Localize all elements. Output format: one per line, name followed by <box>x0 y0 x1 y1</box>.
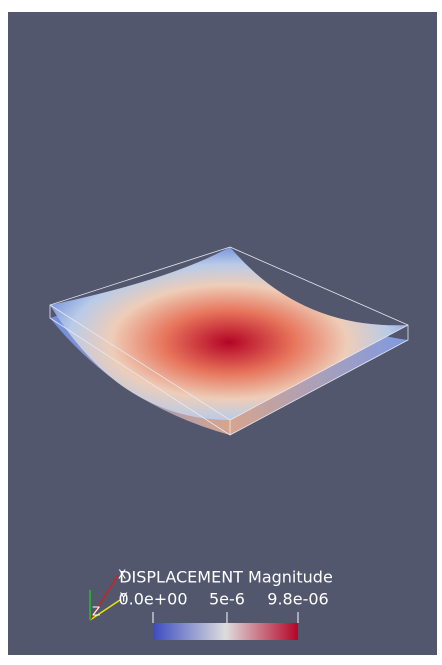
tick-label: 9.8e-06 <box>267 590 328 609</box>
tick-label: 5e-6 <box>209 590 245 609</box>
axis-x-label: X <box>118 568 126 582</box>
legend-title: DISPLACEMENT Magnitude <box>119 568 333 587</box>
axis-z-label: Z <box>92 605 100 619</box>
color-bar <box>153 623 298 640</box>
render-view: DISPLACEMENT Magnitude X Y Z 0.0e+005e-6… <box>0 0 442 661</box>
page: DISPLACEMENT Magnitude X Y Z 0.0e+005e-6… <box>0 0 442 665</box>
tick-label: 0.0e+00 <box>118 590 187 609</box>
